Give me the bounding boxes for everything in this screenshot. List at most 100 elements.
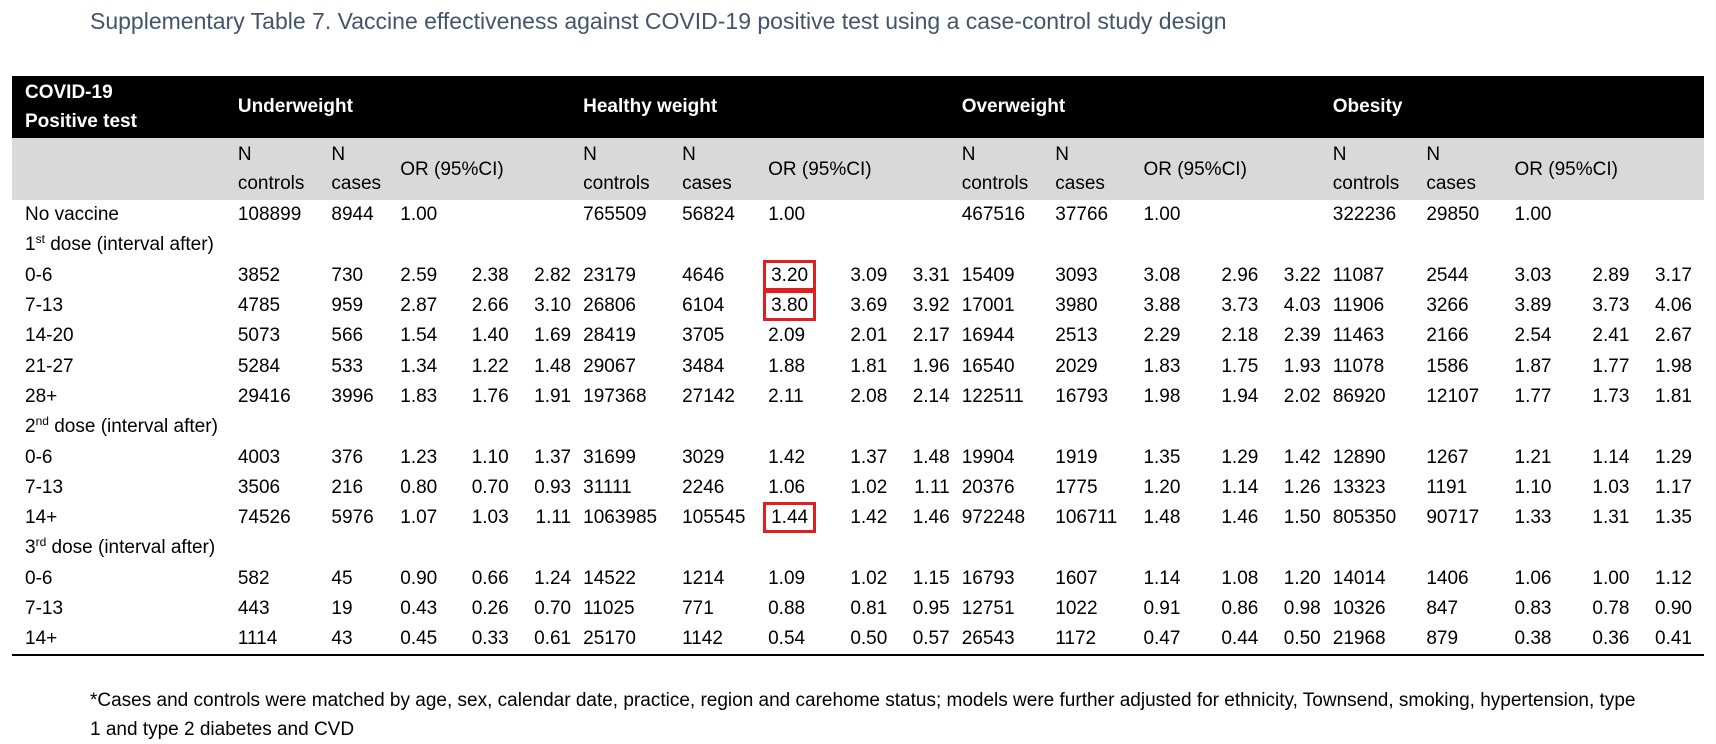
cell-ci-upper: 0.95 [912, 598, 950, 619]
cell-ci-upper: 1.48 [912, 446, 950, 468]
cell-or: 1.14 [1143, 567, 1181, 589]
cell-n-cases: 376 [331, 446, 364, 468]
cell-ci-lower: 2.96 [1221, 264, 1259, 286]
cell-n-cases: 1607 [1055, 567, 1098, 589]
cell-ci-lower: 2.41 [1592, 325, 1630, 347]
cell-n-controls: 5284 [237, 355, 281, 377]
cell-ci-upper: 1.35 [1655, 507, 1692, 529]
cell-or: 3.08 [1143, 264, 1181, 286]
cell-n-cases: 3996 [331, 385, 374, 407]
cell-or: 2.54 [1514, 325, 1552, 347]
cell-n-controls: 86920 [1332, 385, 1386, 407]
table-caption: Supplementary Table 7. Vaccine effective… [90, 8, 1227, 34]
cell-ci-lower: 1.81 [850, 355, 888, 377]
header-healthy-weight: Healthy weight [583, 76, 962, 138]
cell-n-cases: 959 [331, 295, 364, 317]
cell-n-controls: 28419 [583, 325, 636, 347]
cell-or: 1.23 [400, 446, 438, 468]
cell-n-cases: 6104 [682, 295, 725, 317]
cell-ci-upper: 1.42 [1283, 446, 1321, 468]
cell-ci-upper: 2.17 [912, 325, 950, 347]
table-row: 0-6 3852 730 2.59 2.38 2.82 23179 4646 3.20 3.09 3… [12, 259, 1704, 291]
cell-ci-upper: 1.29 [1655, 446, 1692, 468]
cell-n-controls: 29416 [237, 385, 291, 407]
cell-ci-upper: 1.48 [534, 355, 572, 377]
cell-n-cases: 3980 [1055, 295, 1098, 317]
cell-n-controls: 3506 [237, 476, 281, 498]
cell-n-cases: 566 [331, 325, 364, 347]
cell-n-controls: 972248 [961, 507, 1026, 529]
table-row: 21-27 5284 533 1.34 1.22 1.48 29067 3484 1.88 1.8… [12, 351, 1704, 381]
cell-ci-lower: 0.44 [1210, 624, 1271, 657]
cell-or: 1.83 [1143, 355, 1181, 377]
cell-or: 0.43 [400, 598, 438, 619]
cell-ci-upper: 0.70 [534, 598, 572, 619]
table-row: 14-20 5073 566 1.54 1.40 1.69 28419 3705 2.09 2.0… [12, 321, 1704, 351]
cell-or: 0.54 [768, 624, 840, 657]
cell-n-controls: 29067 [583, 355, 636, 377]
cell-n-cases: 2029 [1055, 355, 1098, 377]
subheader-or-95ci: OR (95%CI) [768, 138, 962, 200]
header-covid-positive: COVID-19 Positive test [12, 76, 238, 138]
cell-n-cases: 1022 [1055, 598, 1098, 619]
table-row: 7-13 4785 959 2.87 2.66 3.10 26806 6104 3.80 3.69… [12, 290, 1704, 322]
cell-n-controls: 11463 [1332, 325, 1385, 347]
cell-ci-upper: 2.14 [912, 385, 950, 407]
cell-n-cases: 1191 [1426, 476, 1468, 498]
cell-n-controls: 12890 [1332, 446, 1386, 468]
cell-ci-upper: 0.90 [1655, 598, 1692, 619]
cell-n-cases: 2513 [1055, 325, 1098, 347]
cell-or: 1.34 [400, 355, 438, 377]
highlight-box: 3.20 [763, 259, 817, 291]
cell-or: 0.47 [1143, 624, 1211, 657]
row-interval-label: 21-27 [25, 355, 74, 377]
cell-n-cases: 1919 [1055, 446, 1098, 468]
cell-ci-upper: 1.46 [912, 507, 950, 529]
cell-ci-lower: 0.36 [1581, 624, 1642, 657]
cell-n-cases: 2544 [1426, 264, 1469, 286]
dose-group-label: 3rd dose (interval after) [25, 535, 216, 559]
cell-n-controls: 17001 [961, 295, 1015, 317]
cell-or: 1.09 [768, 567, 806, 589]
cell-ci-lower: 1.02 [850, 567, 888, 589]
highlight-box: 1.44 [763, 502, 817, 534]
cell-ci-lower: 1.29 [1221, 446, 1259, 468]
cell-ci-upper: 2.67 [1655, 325, 1692, 347]
cell-n-cases: 1142 [682, 624, 769, 657]
cell-n-controls: 765509 [583, 204, 647, 226]
cell-n-cases: 16793 [1055, 385, 1109, 407]
cell-n-controls: 31111 [583, 476, 632, 498]
cell-ci-lower: 0.26 [471, 598, 509, 619]
cell-or: 3.80 [763, 290, 839, 322]
dose-group-label: 1st dose (interval after) [25, 232, 214, 256]
cell-n-controls: 108899 [237, 204, 302, 226]
cell-n-controls: 21968 [1332, 624, 1427, 657]
cell-n-cases: 3093 [1055, 264, 1098, 286]
cell-ci-lower: 1.00 [1592, 567, 1630, 589]
cell-n-controls: 19904 [961, 446, 1015, 468]
cell-or: 1.00 [768, 204, 806, 226]
footnote: *Cases and controls were matched by age,… [90, 690, 1636, 740]
cell-n-cases: 847 [1426, 598, 1459, 619]
cell-or: 0.45 [400, 624, 461, 657]
cell-or: 1.42 [768, 446, 806, 468]
cell-ci-lower: 1.14 [1221, 476, 1259, 498]
cell-n-controls: 26543 [961, 624, 1056, 657]
cell-n-controls: 1063985 [583, 507, 658, 529]
table-row: 0-6 582 45 0.90 0.66 1.24 14522 1214 1.09 1.02 1.1… [12, 564, 1704, 594]
cell-ci-lower: 2.89 [1592, 264, 1630, 286]
cell-ci-lower: 2.66 [471, 295, 509, 317]
cell-or: 2.59 [400, 264, 438, 286]
cell-or: 1.33 [1514, 507, 1552, 529]
cell-n-cases: 3484 [682, 355, 725, 377]
cell-n-cases: 1214 [682, 567, 725, 589]
cell-n-cases: 1267 [1426, 446, 1469, 468]
cell-or: 2.29 [1143, 325, 1181, 347]
cell-ci-upper: 1.26 [1283, 476, 1321, 498]
header-line2: Positive test [25, 111, 137, 132]
cell-ci-upper: 1.20 [1283, 567, 1321, 589]
cell-ci-lower: 0.86 [1221, 598, 1259, 619]
cell-n-cases: 879 [1426, 624, 1515, 657]
